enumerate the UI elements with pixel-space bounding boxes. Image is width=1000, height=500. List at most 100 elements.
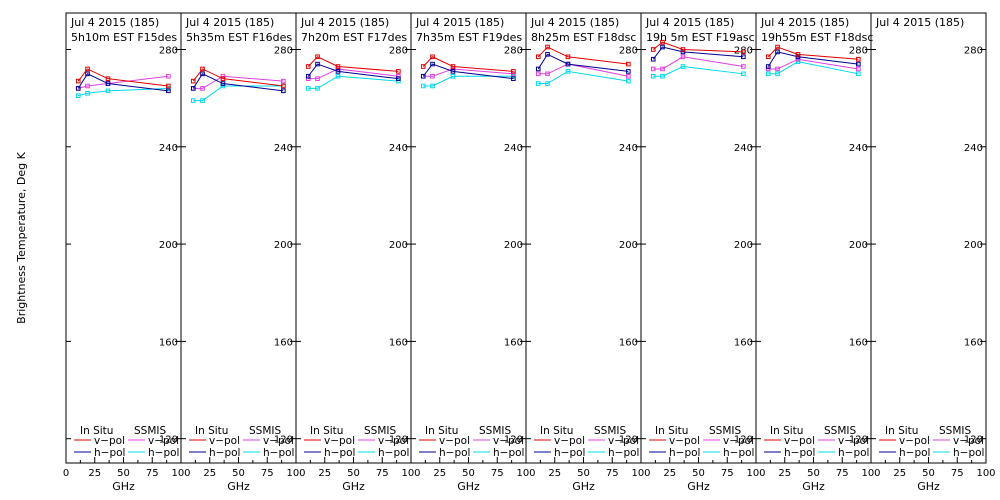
legend-label-insitu-v: v−pol [669, 435, 700, 447]
insitu-h-point [420, 73, 426, 79]
ssmis-v-point [795, 56, 801, 62]
insitu-h-point [281, 88, 286, 94]
legend-ssmis-title: SSMIS [479, 425, 511, 437]
x-tick-label: 75 [261, 468, 274, 479]
ssmis-v-pol-series [423, 68, 514, 77]
legend-label-ssmis-h: h−pol [148, 447, 179, 459]
ssmis-v-point [535, 71, 541, 77]
insitu-h-point [220, 81, 226, 86]
ssmis-h-point [450, 73, 456, 79]
ssmis-h-point [535, 81, 541, 86]
insitu-v-point [315, 54, 320, 60]
legend-insitu-title: In Situ [885, 425, 918, 437]
insitu-v-pol-series [307, 56, 399, 72]
y-tick-label: 120 [274, 435, 293, 446]
x-tick-label: 100 [746, 468, 765, 479]
legend-ssmis-title: SSMIS [594, 425, 626, 437]
insitu-v-point [166, 83, 171, 89]
insitu-v-point [420, 64, 426, 69]
insitu-v-point [775, 44, 780, 50]
y-tick-label: 280 [849, 45, 868, 56]
insitu-h-point [450, 69, 456, 74]
insitu-v-point [75, 78, 81, 84]
panel-frame [755, 12, 872, 464]
insitu-h-point [396, 76, 401, 81]
x-tick-label: 50 [347, 468, 360, 479]
panel-time: 5h35m EST F16des [186, 31, 292, 44]
x-tick-label: 25 [433, 468, 446, 479]
x-tick-label: 50 [577, 468, 590, 479]
insitu-v-pol-series [77, 68, 169, 87]
x-tick-label: 75 [606, 468, 619, 479]
ssmis-h-point [85, 90, 90, 96]
insitu-v-pol-series [767, 46, 859, 60]
x-tick-label: 75 [376, 468, 389, 479]
x-tick-label: 75 [491, 468, 504, 479]
insitu-v-point [741, 49, 746, 55]
legend-insitu-title: In Situ [425, 425, 458, 437]
insitu-v-point [535, 54, 541, 60]
x-tick-label: 100 [286, 468, 305, 479]
y-tick-label: 120 [389, 435, 408, 446]
x-axis-label: GHz [457, 480, 480, 493]
x-axis-label: GHz [572, 480, 595, 493]
panel-date: Jul 4 2015 (185) [530, 16, 619, 29]
y-tick-label: 240 [964, 143, 983, 154]
y-tick-label: 280 [274, 45, 293, 56]
insitu-v-point [680, 47, 686, 52]
ssmis-v-point [511, 71, 516, 77]
insitu-v-pol-series [537, 46, 629, 65]
ssmis-v-point [315, 76, 320, 81]
ssmis-h-pol-series [768, 61, 859, 75]
panel-date: Jul 4 2015 (185) [415, 16, 504, 29]
x-tick-label: 100 [516, 468, 535, 479]
y-tick-label: 160 [504, 337, 523, 348]
y-tick-label: 200 [964, 240, 983, 251]
legend-label-ssmis-v: v−pol [953, 435, 984, 447]
ssmis-h-point [741, 71, 746, 77]
x-tick-label: 25 [663, 468, 676, 479]
panel-7: Jul 4 2015 (185) 19h55m EST F18dsc 120 160 2… [755, 12, 881, 493]
y-tick-label: 160 [619, 337, 638, 348]
x-tick-label: 50 [922, 468, 935, 479]
x-tick-label: 100 [861, 468, 880, 479]
y-tick-label: 280 [504, 45, 523, 56]
insitu-h-point [430, 61, 435, 67]
y-tick-label: 120 [849, 435, 868, 446]
legend-label-insitu-v: v−pol [784, 435, 815, 447]
x-tick-label: 100 [976, 468, 995, 479]
legend-insitu-title: In Situ [310, 425, 343, 437]
panel-3: Jul 4 2015 (185) 7h20m EST F17des 120 160 20… [295, 12, 421, 493]
legend-label-insitu-h: h−pol [784, 447, 815, 459]
y-tick-label: 120 [619, 435, 638, 446]
panel-date: Jul 4 2015 (185) [70, 16, 159, 29]
ssmis-v-point [430, 73, 435, 79]
panel-time: 7h20m EST F17des [301, 31, 407, 44]
x-axis-label: GHz [227, 480, 250, 493]
y-tick-label: 280 [964, 45, 983, 56]
legend-label-ssmis-v: v−pol [263, 435, 294, 447]
insitu-h-point [741, 54, 746, 60]
insitu-h-point [545, 52, 550, 57]
insitu-h-pol-series [307, 63, 399, 80]
ssmis-v-pol-series [768, 58, 859, 70]
ssmis-h-point [105, 88, 111, 94]
insitu-v-point [450, 64, 456, 69]
ssmis-v-point [680, 54, 686, 60]
legend-label-ssmis-h: h−pol [953, 447, 984, 459]
insitu-h-point [680, 49, 686, 55]
insitu-v-point [650, 47, 656, 52]
y-tick-label: 240 [274, 143, 293, 154]
panel-2: Jul 4 2015 (185) 5h35m EST F16des 120 160 20… [180, 12, 306, 493]
ssmis-v-pol-series [308, 68, 399, 80]
ssmis-h-point [220, 83, 226, 89]
ssmis-v-point [305, 76, 311, 81]
x-tick-label: 75 [836, 468, 849, 479]
panel-date: Jul 4 2015 (185) [645, 16, 734, 29]
insitu-h-point [795, 54, 801, 60]
insitu-v-point [335, 64, 341, 69]
ssmis-v-pol-series [193, 75, 284, 89]
